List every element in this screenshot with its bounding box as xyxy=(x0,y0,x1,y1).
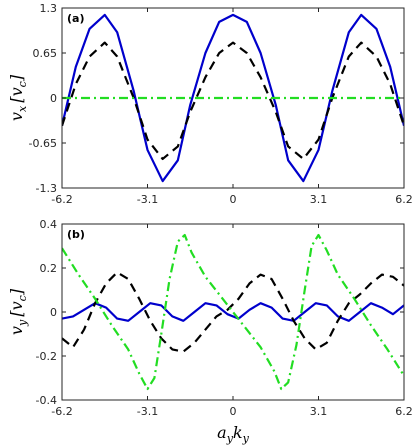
y-tick-label: -0.65 xyxy=(29,137,57,150)
y-tick-label: 0.65 xyxy=(33,47,58,60)
panel-label: (a) xyxy=(67,12,84,25)
y-axis-label: vx [vc] xyxy=(7,74,29,121)
series-line-dashed xyxy=(62,271,404,353)
x-tick-label: -6.2 xyxy=(51,405,72,418)
x-tick-label: 3.1 xyxy=(310,193,328,206)
y-tick-label: -0.4 xyxy=(36,394,57,407)
y-tick-label: -0.2 xyxy=(36,350,57,363)
y-tick-label: 0.4 xyxy=(40,218,58,231)
y-axis-label: vy [vc] xyxy=(7,288,29,335)
x-tick-label: 3.1 xyxy=(310,405,328,418)
x-axis-label: ayky xyxy=(217,423,249,445)
panel-b: -6.2 -3.1 0 3.1 6.2 0.4 0.2 0 -0.2 -0.4 (b) vy [vc]… xyxy=(7,218,413,445)
panel-label: (b) xyxy=(67,228,85,241)
series-line-solid xyxy=(62,13,404,183)
y-tick-label: 0 xyxy=(50,92,57,105)
y-tick-label: 0 xyxy=(50,306,57,319)
x-tick-label: -6.2 xyxy=(51,193,72,206)
series-line-dashed xyxy=(62,41,404,161)
series-line-dashdot xyxy=(62,233,404,391)
x-tick-label: -3.1 xyxy=(137,193,158,206)
x-tick-label: 0 xyxy=(230,193,237,206)
x-tick-label: 6.2 xyxy=(395,193,413,206)
series-line-solid xyxy=(62,302,404,322)
y-tick-label: 1.3 xyxy=(40,2,58,15)
y-tick-label: -1.3 xyxy=(36,182,57,195)
panel-a: -6.2 -3.1 0 3.1 6.2 1.3 0.65 0 -0.65 -1.3 (a) vx [v… xyxy=(7,2,413,206)
x-tick-label: -3.1 xyxy=(137,405,158,418)
x-tick-label: 6.2 xyxy=(395,405,413,418)
x-tick-label: 0 xyxy=(230,405,237,418)
axes-box xyxy=(61,223,405,401)
y-tick-label: 0.2 xyxy=(40,262,58,275)
